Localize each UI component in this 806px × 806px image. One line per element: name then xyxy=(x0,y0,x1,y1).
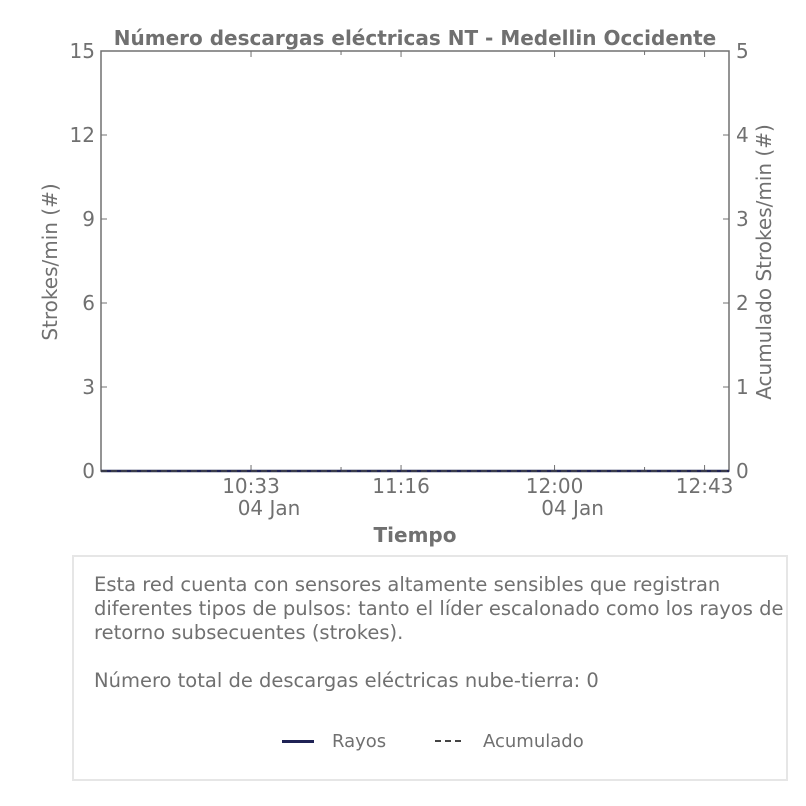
x-tick-date-label: 04 Jan xyxy=(238,496,301,520)
y-tick-label: 9 xyxy=(82,207,95,231)
y-tick-label: 0 xyxy=(82,459,95,483)
info-panel: Esta red cuenta con sensores altamente s… xyxy=(72,555,788,781)
y-tick-label: 12 xyxy=(70,123,95,147)
x-tick-label: 12:43 xyxy=(676,474,734,498)
y2-tick-label: 2 xyxy=(736,291,749,315)
y-axis-label: Strokes/min (#) xyxy=(38,183,62,340)
y2-tick-label: 3 xyxy=(736,207,749,231)
legend-item-acumulado: Acumulado xyxy=(435,729,584,753)
legend-label-acumulado: Acumulado xyxy=(483,730,584,752)
y2-axis-label: Acumulado Strokes/min (#) xyxy=(752,124,776,400)
y-tick-label: 15 xyxy=(70,39,95,63)
y2-tick-label: 0 xyxy=(736,459,749,483)
plot-border xyxy=(100,50,730,472)
y-axis-left: 0 3 6 9 12 15 xyxy=(70,39,107,483)
y-tick-label: 3 xyxy=(82,375,95,399)
lightning-chart: Número descargas eléctricas NT - Medelli… xyxy=(38,26,776,547)
x-axis-label: Tiempo xyxy=(374,523,457,547)
info-description: Esta red cuenta con sensores altamente s… xyxy=(94,573,784,644)
plot-frame xyxy=(100,50,730,472)
y2-tick-label: 5 xyxy=(736,39,749,63)
dashed-line-icon xyxy=(435,740,461,742)
y2-tick-label: 4 xyxy=(736,123,749,147)
chart-title: Número descargas eléctricas NT - Medelli… xyxy=(114,26,717,50)
legend-item-rayos: Rayos xyxy=(282,729,386,753)
x-tick-label: 12:00 xyxy=(526,474,584,498)
total-strokes-text: Número total de descargas eléctricas nub… xyxy=(94,669,599,692)
x-tick-label: 10:33 xyxy=(222,474,280,498)
solid-line-icon xyxy=(282,739,314,743)
x-tick-label: 11:16 xyxy=(372,474,430,498)
legend-label-rayos: Rayos xyxy=(332,730,387,752)
y2-tick-label: 1 xyxy=(736,375,749,399)
x-tick-date-label: 04 Jan xyxy=(541,496,604,520)
y-tick-label: 6 xyxy=(82,291,95,315)
y-axis-right: 0 1 2 3 4 5 xyxy=(723,39,749,483)
